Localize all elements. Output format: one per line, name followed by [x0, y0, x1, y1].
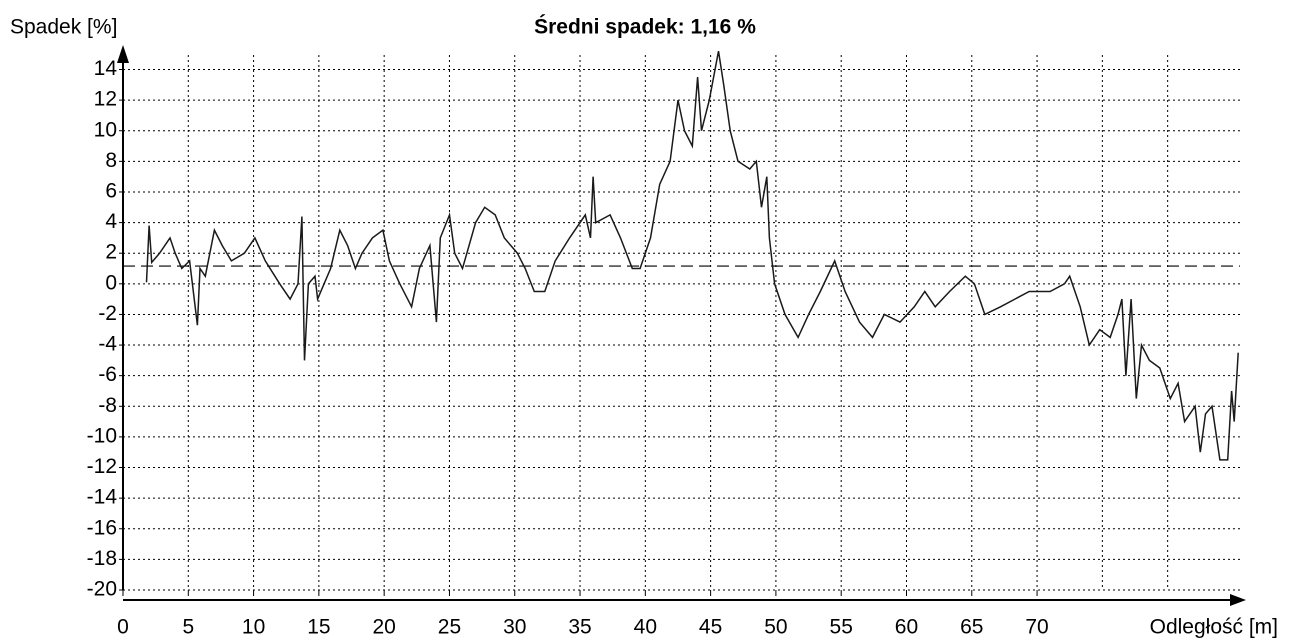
x-tick-label: 45	[699, 616, 722, 639]
y-tick-label: 14	[94, 57, 118, 80]
y-tick-label: 12	[94, 88, 117, 111]
chart-title: Średni spadek: 1,16 %	[534, 15, 756, 39]
x-tick-label: 70	[1025, 616, 1048, 639]
y-tick-label: -10	[87, 424, 117, 447]
y-tick-label: -16	[87, 516, 117, 539]
x-tick-label: 40	[634, 616, 657, 639]
y-tick-label: -12	[87, 455, 117, 478]
x-tick-label: 65	[960, 616, 983, 639]
y-axis-label: Spadek [%]	[10, 16, 117, 39]
y-tick-label: -18	[87, 547, 117, 570]
x-tick-label: 15	[307, 616, 330, 639]
x-tick-label: 25	[438, 616, 461, 639]
y-tick-label: 0	[105, 271, 117, 294]
y-tick-label: 10	[94, 118, 117, 141]
x-tick-label: 20	[372, 616, 395, 639]
y-tick-label: 4	[105, 210, 117, 233]
x-tick-label: 35	[568, 616, 591, 639]
y-tick-label: -20	[87, 578, 117, 601]
y-tick-label: 8	[105, 149, 117, 172]
y-axis-arrow	[117, 45, 129, 63]
y-tick-label: -4	[98, 333, 117, 356]
x-axis-label: Odległość [m]	[1150, 616, 1278, 639]
y-tick-label: -2	[98, 302, 117, 325]
data-line	[145, 50, 1239, 461]
x-tick-label: 5	[182, 616, 194, 639]
y-tick-label: -14	[87, 486, 118, 509]
x-tick-label: 0	[117, 616, 129, 639]
y-tick-label: 6	[105, 180, 117, 203]
x-tick-label: 55	[830, 616, 853, 639]
x-tick-label: 50	[764, 616, 787, 639]
x-tick-label: 10	[242, 616, 265, 639]
x-tick-label: 30	[503, 616, 526, 639]
y-tick-label: 2	[105, 241, 117, 264]
y-tick-label: -8	[98, 394, 117, 417]
y-tick-label: -6	[98, 363, 117, 386]
x-tick-label: 60	[895, 616, 918, 639]
x-axis-arrow	[1230, 594, 1246, 606]
